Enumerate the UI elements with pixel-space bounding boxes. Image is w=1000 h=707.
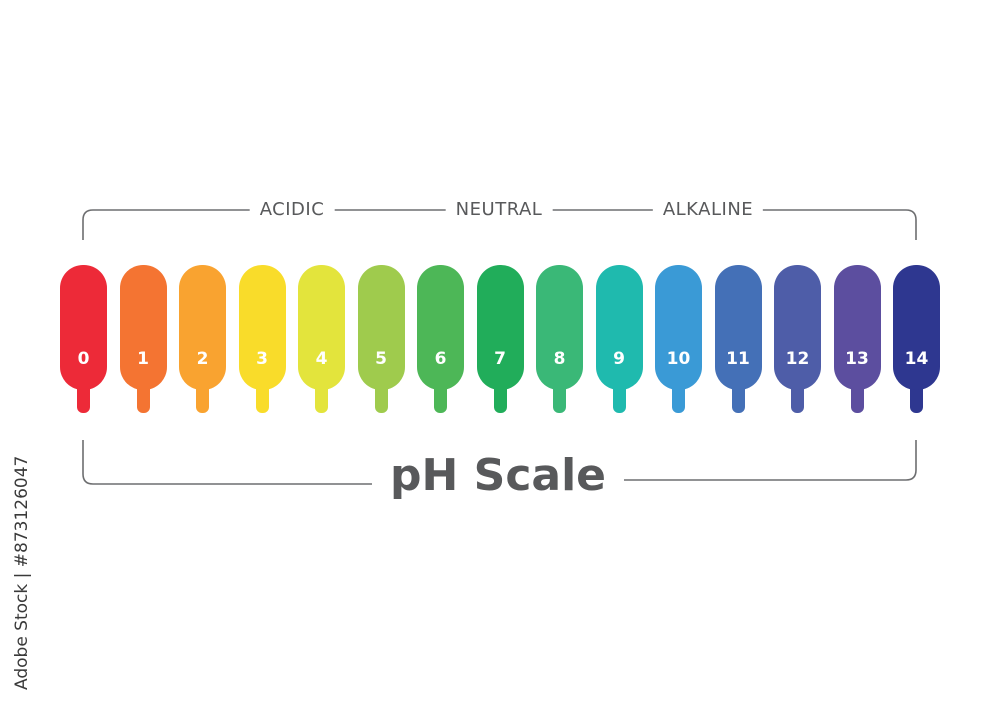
watermark: Adobe Stock | #873126047 [12,455,32,690]
bar-capsule [119,265,167,390]
bar-capsule [536,265,583,390]
ph-bar-10: 10 [655,265,702,413]
bar-capsule [774,265,821,390]
ph-bar-2: 2 [179,265,226,413]
ph-value: 3 [256,349,268,369]
bar-capsule [714,265,762,390]
ph-bar-0: 0 [60,265,107,413]
ph-value: 14 [904,349,929,369]
bar-capsule [655,265,702,390]
ph-value: 11 [726,349,750,369]
ph-bar-13: 13 [833,265,881,413]
ph-bar-5: 5 [357,265,405,413]
ph-value: 7 [494,349,506,369]
ph-value: 2 [196,349,209,369]
alkaline-label: ALKALINE [652,199,764,220]
acidic-label: ACIDIC [249,199,335,220]
bar-capsule [179,265,226,390]
bar-capsule [357,265,405,390]
ph-value: 12 [785,349,810,369]
bar-capsule [893,265,940,390]
bottom-bracket [82,440,917,485]
ph-bar-3: 3 [238,265,286,413]
ph-value: 0 [77,349,90,369]
page-title: pH Scale [371,450,625,501]
neutral-label: NEUTRAL [445,199,553,220]
bar-capsule [60,265,107,390]
ph-value: 13 [845,349,869,369]
ph-value: 8 [553,349,566,369]
bar-capsule [417,265,464,390]
bar-capsule [476,265,524,390]
bar-capsule [238,265,286,390]
ph-value: 1 [137,349,149,369]
ph-bar-11: 11 [714,265,762,413]
ph-bar-7: 7 [476,265,524,413]
ph-bar-1: 1 [119,265,167,413]
ph-value: 6 [434,349,447,369]
bar-capsule [595,265,643,390]
ph-bar-8: 8 [536,265,583,413]
bar-capsule [833,265,881,390]
ph-value: 9 [613,349,625,369]
ph-bar-6: 6 [417,265,464,413]
ph-value: 10 [666,349,691,369]
ph-bar-12: 12 [774,265,821,413]
ph-bar-4: 4 [298,265,345,413]
ph-bar-9: 9 [595,265,643,413]
ph-value: 4 [315,349,328,369]
ph-value: 5 [375,349,387,369]
ph-bar-14: 14 [893,265,940,413]
bar-capsule [298,265,345,390]
